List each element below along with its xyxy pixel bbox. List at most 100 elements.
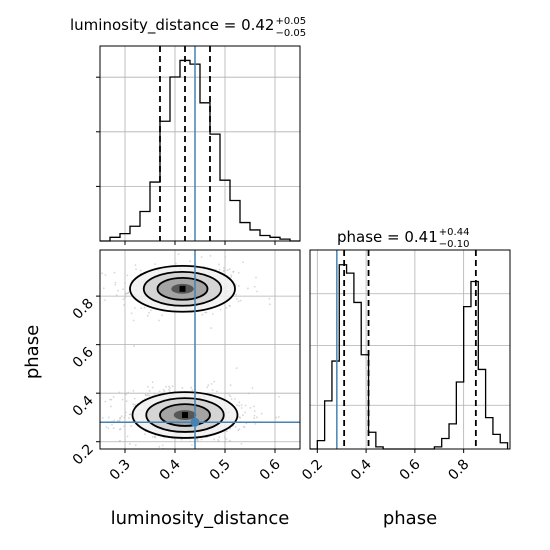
- scatter-point: [139, 269, 142, 272]
- scatter-point: [227, 455, 229, 457]
- scatter-point: [127, 291, 130, 294]
- scatter-point: [204, 311, 207, 314]
- scatter-point: [223, 436, 226, 438]
- scatter-point: [237, 284, 240, 287]
- scatter-point: [112, 427, 115, 430]
- scatter-point: [146, 314, 149, 317]
- scatter-point: [238, 428, 241, 431]
- y-tick-label-phase: 0.6: [70, 344, 97, 371]
- histogram-step: [100, 59, 300, 242]
- scatter-point: [129, 413, 132, 416]
- scatter-point: [134, 444, 137, 446]
- scatter-point: [243, 426, 246, 429]
- truth-marker: [190, 417, 200, 427]
- scatter-point: [260, 412, 263, 415]
- contour-line: [156, 277, 209, 301]
- scatter-point: [224, 441, 226, 444]
- contour-line: [129, 264, 236, 313]
- scatter-point: [127, 391, 130, 394]
- scatter-point: [249, 406, 252, 409]
- scatter-point: [238, 416, 241, 419]
- scatter-point: [207, 384, 210, 387]
- scatter-point: [122, 288, 124, 291]
- scatter-point: [168, 390, 171, 393]
- scatter-point: [125, 411, 127, 414]
- scatter-point: [161, 314, 163, 317]
- scatter-point: [118, 440, 121, 443]
- scatter-point: [101, 272, 104, 275]
- panel-frame: [99, 45, 301, 242]
- scatter-point: [113, 271, 116, 274]
- scatter-point: [234, 397, 236, 400]
- scatter-point: [235, 293, 237, 296]
- scatter-point: [189, 440, 191, 443]
- scatter-point: [225, 307, 228, 309]
- scatter-point: [143, 306, 146, 309]
- scatter-point: [162, 388, 165, 391]
- scatter-point: [107, 416, 110, 419]
- scatter-point: [189, 260, 192, 263]
- scatter-point: [240, 442, 243, 445]
- x-tick-label-phase: 0.4: [348, 456, 375, 483]
- histogram-step: [310, 264, 509, 450]
- scatter-point: [200, 438, 203, 441]
- scatter-point: [239, 299, 242, 302]
- scatter-point: [133, 405, 135, 408]
- scatter-point: [140, 307, 143, 310]
- scatter-point: [229, 395, 232, 398]
- scatter-point: [222, 267, 225, 269]
- title-phase-upper-error: +0.44: [439, 227, 470, 238]
- scatter-point: [101, 417, 104, 419]
- scatter-point: [211, 389, 214, 392]
- scatter-point: [268, 303, 271, 306]
- scatter-point: [128, 442, 131, 445]
- scatter-point: [169, 387, 171, 389]
- scatter-point: [218, 436, 221, 438]
- scatter-point: [151, 436, 154, 438]
- y-tick-label-phase: 0.2: [70, 441, 97, 468]
- x-tick-label-phase: 0.2: [299, 457, 326, 484]
- scatter-point: [171, 385, 174, 388]
- x-axis-label-luminosity-distance: luminosity_distance: [111, 508, 290, 529]
- scatter-point: [234, 426, 237, 428]
- contour-line: [142, 271, 223, 307]
- scatter-point: [98, 418, 100, 420]
- scatter-point: [151, 386, 154, 389]
- scatter-point: [191, 444, 193, 446]
- scatter-point: [256, 290, 259, 293]
- title-luminosity-distance-lower-error: −0.05: [275, 28, 306, 39]
- scatter-point: [244, 404, 247, 407]
- scatter-point: [110, 405, 112, 408]
- scatter-point: [213, 450, 215, 452]
- scatter-point: [230, 398, 233, 400]
- y-tick-label-phase: 0.8: [70, 296, 97, 323]
- scatter-point: [237, 429, 240, 432]
- scatter-point: [253, 410, 256, 413]
- scatter-point: [222, 269, 225, 272]
- scatter-point: [191, 389, 194, 392]
- scatter-point: [247, 287, 249, 290]
- scatter-point: [226, 392, 228, 395]
- scatter-point: [167, 388, 170, 391]
- scatter-point: [268, 297, 271, 300]
- scatter-point: [196, 438, 199, 441]
- scatter-point: [132, 389, 135, 392]
- scatter-point: [253, 405, 255, 408]
- scatter-point: [242, 261, 244, 264]
- panel-frame: [309, 249, 511, 450]
- scatter-point: [130, 425, 132, 427]
- scatter-point: [112, 396, 115, 398]
- y-axis-label-phase: phase: [22, 325, 43, 379]
- histogram-luminosity-distance-panel: [96, 45, 301, 245]
- scatter-point: [148, 389, 151, 392]
- scatter-point: [175, 262, 177, 265]
- density-peak: [179, 285, 186, 292]
- title-luminosity-distance: luminosity_distance = 0.42: [70, 16, 274, 35]
- scatter-point: [111, 423, 113, 426]
- scatter-point: [218, 268, 221, 271]
- scatter-point: [107, 427, 110, 430]
- scatter-point: [102, 287, 105, 290]
- scatter-point: [219, 308, 222, 311]
- scatter-point: [132, 403, 134, 406]
